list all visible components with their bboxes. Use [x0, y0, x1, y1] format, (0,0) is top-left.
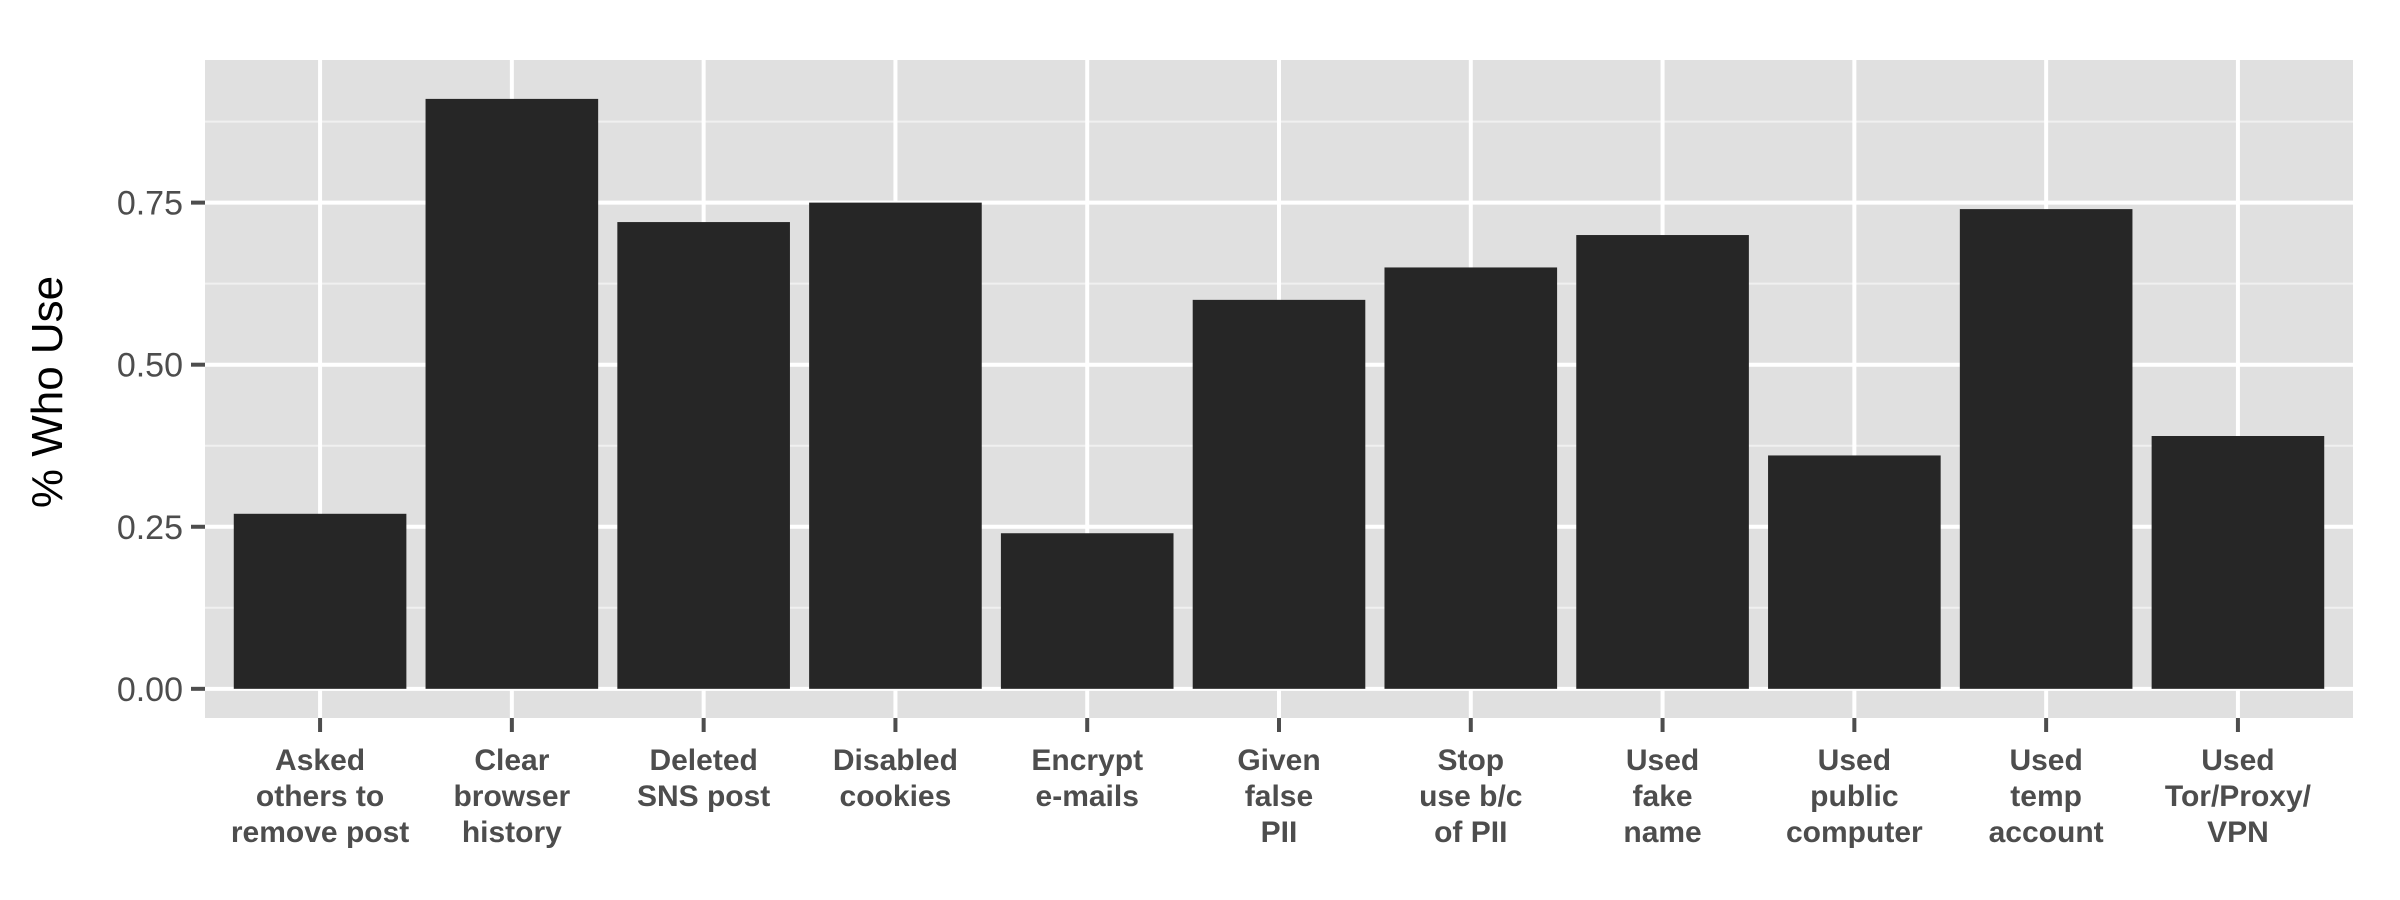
x-tick-label: Used public computer: [1786, 744, 1923, 849]
x-tick-label-line: Tor/Proxy/: [2165, 780, 2312, 813]
bar: [1000, 533, 1174, 689]
x-tick-label-line: browser: [453, 780, 570, 813]
x-tick-label: Given false PII: [1237, 744, 1320, 849]
x-tick-label-line: Encrypt: [1031, 744, 1143, 777]
x-tick-label-line: SNS post: [637, 780, 770, 813]
x-tick-label-line: false: [1245, 780, 1313, 813]
x-tick-label: Deleted SNS post: [637, 744, 770, 813]
x-tick-label-line: Deleted: [649, 744, 757, 777]
x-tick-label-line: Used: [1626, 744, 1699, 777]
x-tick-label-line: use b/c: [1419, 780, 1522, 813]
x-tick-label-line: name: [1623, 816, 1701, 849]
y-tick-label: 0.00: [117, 671, 183, 709]
x-tick-label: Used Tor/Proxy/VPN: [2165, 744, 2312, 849]
x-tick-label: Stop use b/c of PII: [1419, 744, 1522, 849]
x-tick-label-line: fake: [1633, 780, 1693, 813]
x-tick-label-line: others to: [256, 780, 384, 813]
bar: [1192, 299, 1366, 689]
x-tick-label-line: VPN: [2207, 816, 2269, 849]
y-axis-label: % Who Use: [23, 276, 72, 508]
x-tick-label-line: computer: [1786, 816, 1923, 849]
x-tick-label-line: Used: [1818, 744, 1891, 777]
x-tick-label-line: of PII: [1434, 816, 1507, 849]
x-tick-label: Disabled cookies: [833, 744, 958, 813]
y-tick-label: 0.50: [117, 347, 183, 385]
bars: [233, 98, 2325, 689]
x-tick-label-line: history: [462, 816, 562, 849]
x-tick-label-line: temp: [2010, 780, 2082, 813]
x-tick-label-line: public: [1810, 780, 1898, 813]
bar: [809, 202, 982, 689]
y-tick-label: 0.75: [117, 185, 183, 223]
x-tick-label-line: Given: [1237, 744, 1320, 777]
x-tick-label: Encrypt e-mails: [1031, 744, 1143, 813]
x-tick-label-line: Disabled: [833, 744, 958, 777]
x-axis: Asked others to remove post Clear browser his…: [231, 718, 2312, 849]
x-tick-label: Used fake name: [1623, 744, 1701, 849]
x-tick-label-line: account: [1989, 816, 2104, 849]
x-tick-label-line: Asked: [275, 744, 365, 777]
bar: [1384, 267, 1558, 689]
x-tick-label-line: Used: [2009, 744, 2082, 777]
bar: [1959, 209, 2133, 689]
x-tick-label-line: Used: [2201, 744, 2274, 777]
bar: [1768, 455, 1941, 689]
x-tick-label-line: Stop: [1437, 744, 1504, 777]
bar: [425, 98, 599, 689]
bar: [233, 513, 407, 689]
y-axis: 0.00 0.25 0.50 0.75: [117, 185, 205, 709]
x-tick-label: Clear browser history: [453, 744, 570, 849]
y-tick-label: 0.25: [117, 509, 183, 547]
x-tick-label: Asked others to remove post: [231, 744, 409, 849]
bar: [2151, 436, 2325, 689]
bar: [617, 222, 790, 689]
x-tick-label-line: e-mails: [1036, 780, 1139, 813]
x-tick-label-line: Clear: [474, 744, 549, 777]
x-tick-label-line: cookies: [840, 780, 952, 813]
bar: [1576, 235, 1749, 689]
x-tick-label: Used temp account: [1989, 744, 2104, 849]
x-tick-label-line: PII: [1261, 816, 1298, 849]
x-tick-label-line: remove post: [231, 816, 409, 849]
